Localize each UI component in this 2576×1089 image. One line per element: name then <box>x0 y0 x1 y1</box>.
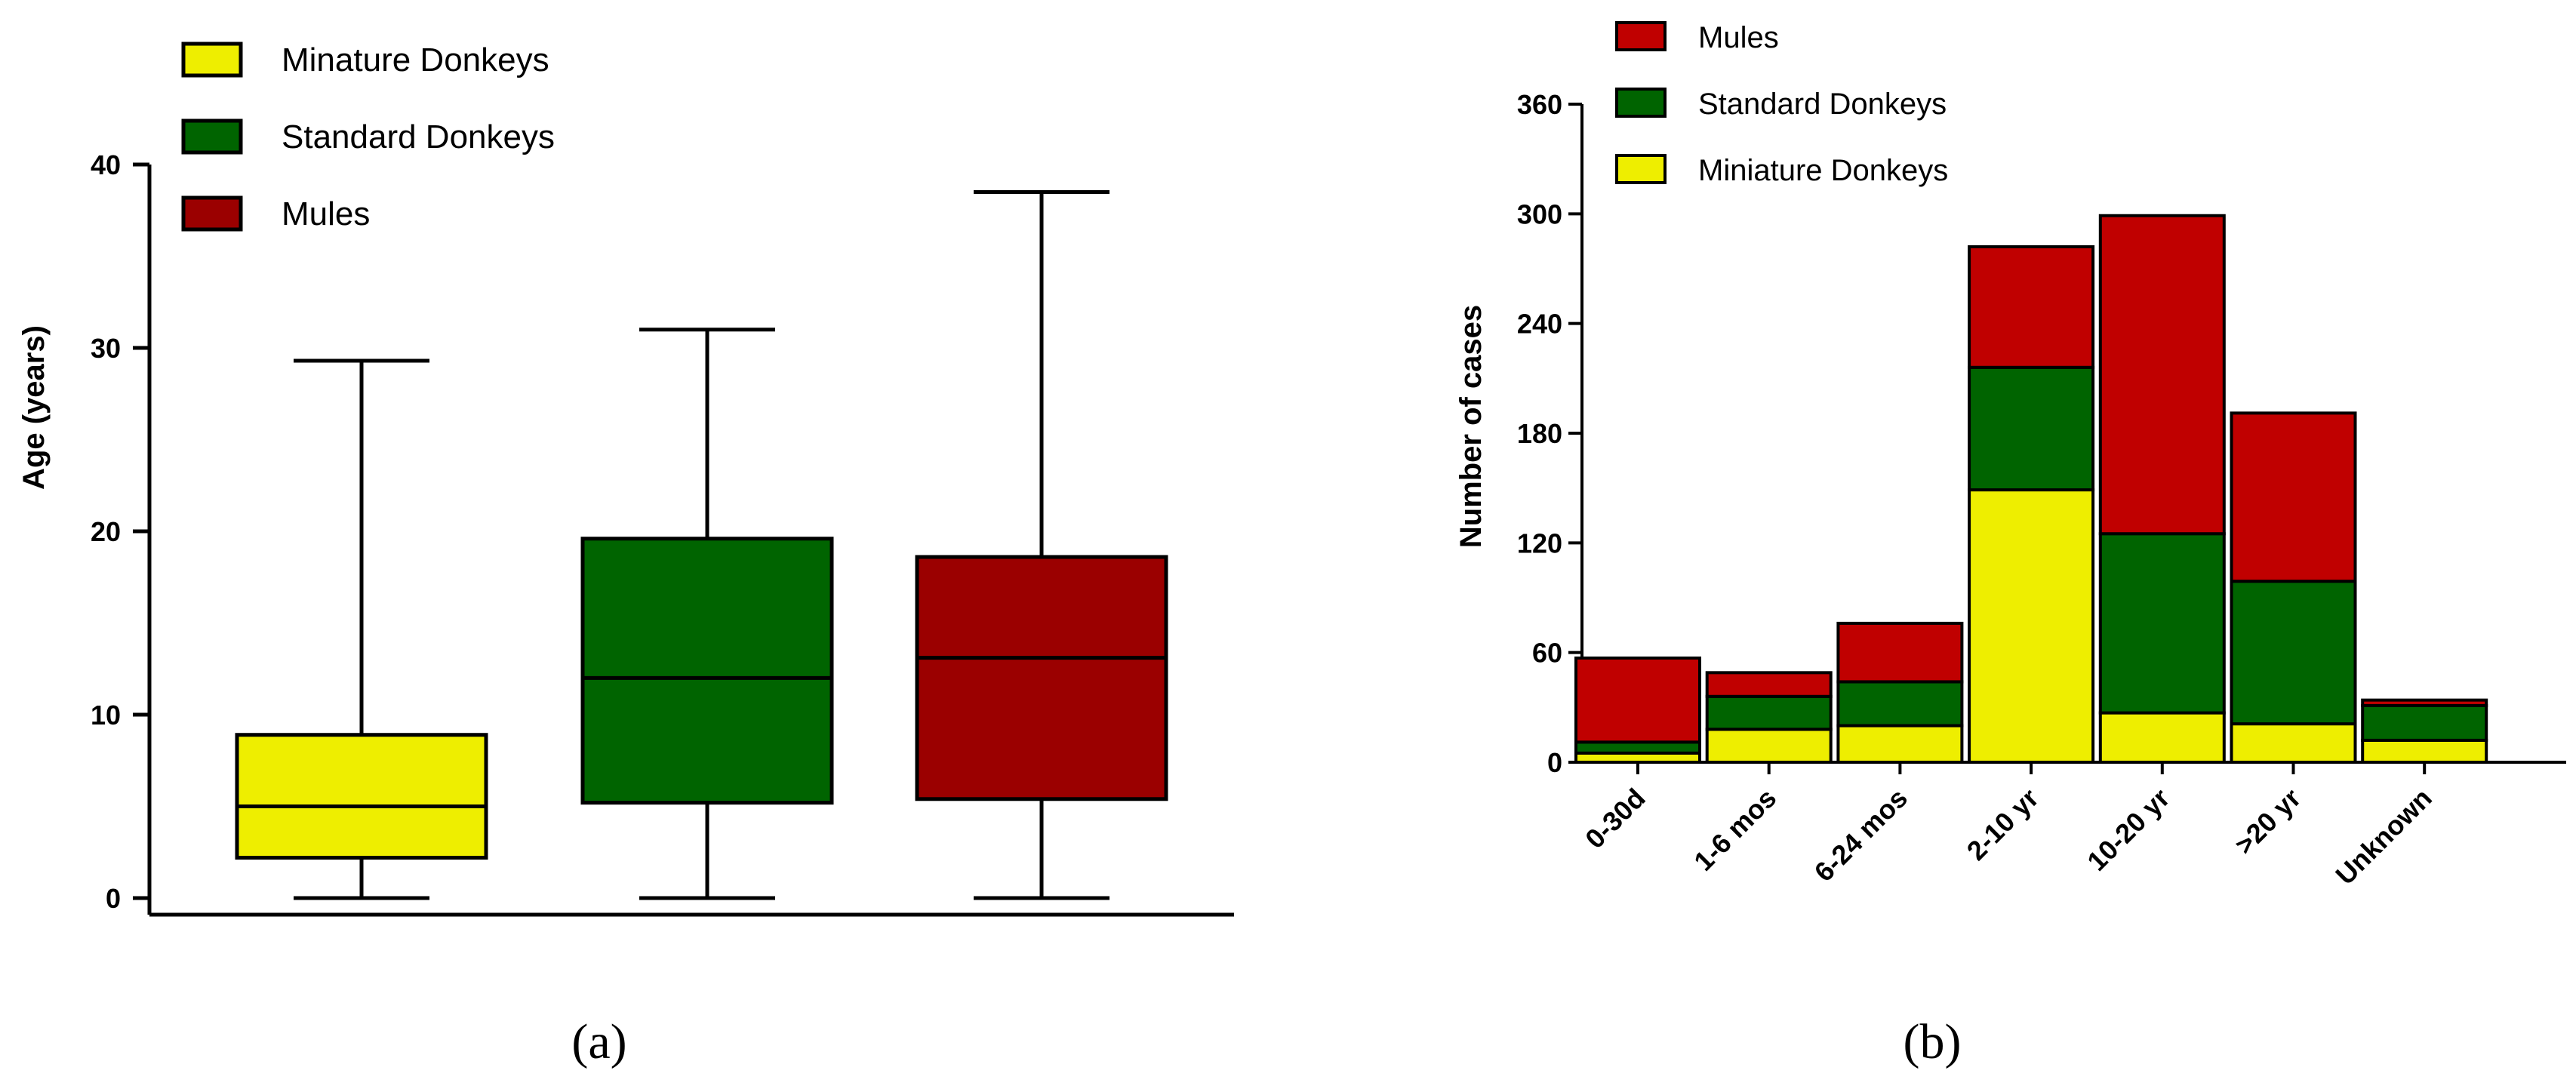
legend-swatch-minature-donkeys <box>181 42 243 78</box>
legend-label-miniature-donkeys: Miniature Donkeys <box>1698 154 1948 187</box>
x-tick-label-1-6-mos: 1-6 mos <box>1688 783 1782 877</box>
bar-mules-20-yr <box>2230 411 2357 583</box>
x-tick-labels-b: 0-30d 1-6 mos 6-24 mos 2-10 yr 10-20 yr >20 y… <box>1579 762 2438 891</box>
x-tick-label-10-20-yr: 10-20 yr <box>2081 783 2175 877</box>
box-minature-donkeys <box>235 733 488 860</box>
bar-miniature-donkeys-2-10-yr <box>1968 488 2095 764</box>
bar-miniature-donkeys-6-24-mos <box>1836 724 1964 764</box>
bar-miniature-donkeys-20-yr <box>2230 722 2357 764</box>
x-tick-label-unknown: Unknown <box>2329 783 2438 891</box>
y-tick-label-b: 120 <box>1517 528 1562 558</box>
bar-mules-6-24-mos <box>1836 621 1964 684</box>
x-tick-label-0-30d: 0-30d <box>1579 783 1651 854</box>
legend-swatch-standard-donkeys <box>1615 88 1667 118</box>
x-tick-label-20-yr: >20 yr <box>2229 783 2307 860</box>
legend-label-standard-donkeys: Standard Donkeys <box>282 118 555 155</box>
legend-label-mules: Mules <box>1698 21 1779 54</box>
bar-mules-10-20-yr <box>2098 214 2226 536</box>
legend-swatch-standard-donkeys <box>181 118 243 155</box>
bar-standard-donkeys-20-yr <box>2230 580 2357 726</box>
bar-standard-donkeys-1-6-mos <box>1705 694 1833 731</box>
y-axis-title-b: Number of cases <box>1454 305 1488 548</box>
panel-label-b: (b) <box>1904 1014 1962 1069</box>
bars-b <box>1574 214 2488 764</box>
bar-standard-donkeys-2-10-yr <box>1968 365 2095 492</box>
legend-label-mules: Mules <box>282 195 370 232</box>
bar-standard-donkeys-unknown <box>2361 703 2488 742</box>
legend-b: Mules Standard Donkeys Miniature Donkeys <box>1615 21 1948 187</box>
box-standard-donkeys <box>580 537 834 805</box>
bar-standard-donkeys-6-24-mos <box>1836 680 1964 728</box>
bar-standard-donkeys-10-20-yr <box>2098 532 2226 715</box>
y-tick-label-a: 40 <box>91 149 121 180</box>
y-tick-label-a: 20 <box>91 516 121 547</box>
y-tick-label-a: 30 <box>91 333 121 364</box>
x-tick-label-6-24-mos: 6-24 mos <box>1808 783 1913 888</box>
bar-mules-1-6-mos <box>1705 671 1833 698</box>
bar-miniature-donkeys-10-20-yr <box>2098 711 2226 764</box>
y-tick-label-b: 60 <box>1532 638 1562 669</box>
legend-a: Minature Donkeys Standard Donkeys Mules <box>181 42 555 232</box>
y-tick-label-b: 180 <box>1517 418 1562 449</box>
y-tick-label-b: 300 <box>1517 198 1562 229</box>
legend-swatch-mules <box>1615 21 1667 51</box>
stacked-bar-panel-b: Number of cases 0 60 120 180 240 300 360 0-30d… <box>1454 21 2566 891</box>
box-mules <box>915 555 1168 801</box>
legend-swatch-mules <box>181 195 243 232</box>
y-tick-label-a: 10 <box>91 700 121 731</box>
legend-label-minature-donkeys: Minature Donkeys <box>282 42 549 78</box>
y-axis-title-a: Age (years) <box>17 325 51 490</box>
y-tick-label-b: 0 <box>1547 747 1562 778</box>
box-plot-panel-a: Age (years) 0 10 20 30 40 Minature Donkeys St… <box>17 42 1234 917</box>
boxes-a <box>235 189 1168 900</box>
x-tick-label-2-10-yr: 2-10 yr <box>1961 783 2045 866</box>
legend-label-standard-donkeys: Standard Donkeys <box>1698 88 1947 121</box>
y-ticks-a: 0 10 20 30 40 <box>91 149 149 914</box>
bar-miniature-donkeys-unknown <box>2361 738 2488 764</box>
panel-label-a: (a) <box>571 1014 626 1069</box>
y-tick-label-b: 240 <box>1517 309 1562 340</box>
bar-mules-unknown <box>2361 698 2488 707</box>
legend-swatch-miniature-donkeys <box>1615 154 1667 184</box>
y-tick-label-b: 360 <box>1517 89 1562 120</box>
bar-standard-donkeys-0-30d <box>1574 740 1701 755</box>
bar-mules-2-10-yr <box>1968 245 2095 369</box>
bar-mules-0-30d <box>1574 656 1701 744</box>
bar-miniature-donkeys-1-6-mos <box>1705 728 1833 764</box>
y-ticks-b: 0 60 120 180 240 300 360 <box>1517 89 1582 778</box>
y-tick-label-a: 0 <box>106 883 121 914</box>
